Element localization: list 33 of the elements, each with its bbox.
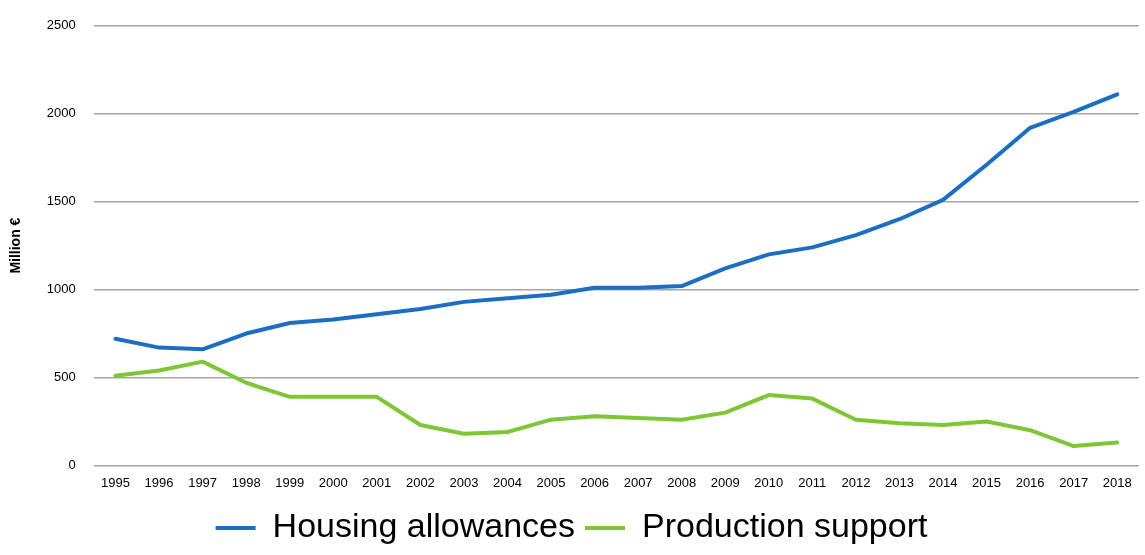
x-tick-label: 1997 <box>188 474 218 490</box>
x-tick-label: 1999 <box>275 474 305 490</box>
x-tick-label: 2008 <box>667 474 697 490</box>
x-tick-label: 1995 <box>101 474 130 490</box>
x-tick-label: 2003 <box>449 474 479 490</box>
legend-label: Production support <box>642 506 928 545</box>
x-tick-label: 2007 <box>623 474 653 490</box>
x-tick-label: 2000 <box>318 474 348 490</box>
y-tick-label: 0 <box>68 456 76 472</box>
y-tick-label: 1500 <box>46 193 76 209</box>
x-tick-label: 2016 <box>1015 474 1045 490</box>
x-tick-label: 2012 <box>841 474 871 490</box>
y-tick-label: 2000 <box>46 105 76 121</box>
x-tick-label: 2005 <box>536 474 566 490</box>
x-tick-label: 2015 <box>972 474 1002 490</box>
x-tick-label: 2018 <box>1102 474 1132 490</box>
y-tick-label: 2500 <box>46 17 76 33</box>
y-tick-label: 1000 <box>46 281 76 297</box>
x-tick-label: 2009 <box>710 474 740 490</box>
x-tick-label: 2001 <box>362 474 392 490</box>
x-tick-label: 2017 <box>1059 474 1089 490</box>
x-tick-label: 2010 <box>754 474 784 490</box>
x-tick-label: 2013 <box>885 474 914 490</box>
x-tick-label: 2002 <box>405 474 435 490</box>
y-axis-title: Million € <box>7 217 24 274</box>
y-tick-label: 500 <box>54 369 76 385</box>
x-tick-label: 2006 <box>580 474 610 490</box>
x-tick-label: 2014 <box>928 474 958 490</box>
x-tick-label: 2011 <box>798 474 827 490</box>
x-tick-label: 2004 <box>493 474 522 490</box>
x-tick-label: 1998 <box>231 474 261 490</box>
legend-label: Housing allowances <box>272 506 576 545</box>
x-tick-label: 1996 <box>144 474 174 490</box>
